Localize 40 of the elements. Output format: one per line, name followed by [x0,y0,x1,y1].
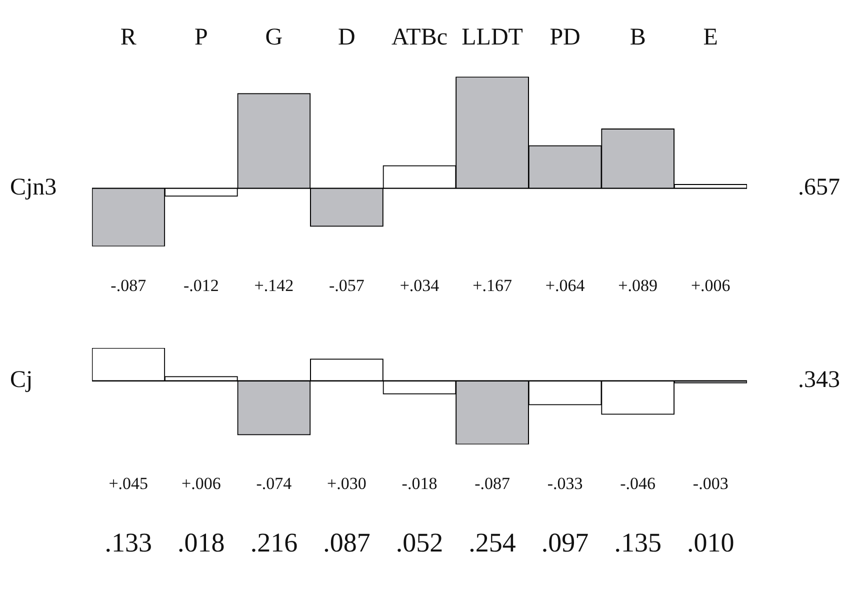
text: .133 [104,527,152,558]
x-tick-label: G [265,24,283,51]
text: .343 [798,367,840,394]
data-label: +.006 [690,276,730,295]
text: .087 [323,527,370,558]
x-tick-label: B [630,24,646,51]
text: .010 [686,527,734,558]
data-label: +.030 [327,474,366,493]
data-label: -.033 [547,474,583,493]
data-label: -.087 [110,276,147,295]
data-label: -.087 [474,474,510,493]
data-label: -.057 [329,276,365,295]
data-label: -.018 [402,474,438,493]
text: .216 [250,527,298,558]
data-label: +.045 [108,474,148,493]
data-label: +.167 [472,276,512,295]
data-label: +.006 [181,474,221,493]
x-tick-label: PD [550,24,580,51]
text: .254 [468,527,516,558]
text: .052 [396,527,444,558]
text: .135 [614,527,662,558]
x-tick-label: E [703,24,718,51]
x-tick-label: D [338,24,356,51]
data-label: -.074 [256,474,292,493]
data-label: +.034 [400,276,440,295]
data-label: -.003 [692,474,728,493]
text: .657 [798,174,840,201]
text: .018 [178,527,225,558]
x-tick-label: ATBc [392,24,448,51]
x-tick-label: LLDT [462,24,524,51]
data-label: -.046 [620,474,656,493]
data-label: +.064 [545,276,586,295]
text: .097 [541,527,589,558]
x-tick-label: P [194,24,208,51]
data-label: +.142 [254,276,294,295]
y-axis-title: Cj [10,367,33,394]
data-label: -.012 [183,276,219,295]
y-axis-title: Cjn3 [10,174,57,201]
data-label: +.089 [618,276,658,295]
x-tick-label: R [120,24,136,51]
